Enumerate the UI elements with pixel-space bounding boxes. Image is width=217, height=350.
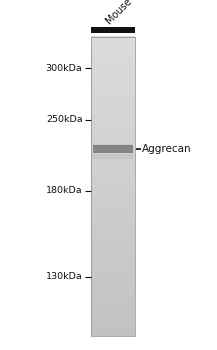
Bar xyxy=(91,137,135,141)
Bar xyxy=(91,313,135,317)
Bar xyxy=(91,118,135,123)
Bar xyxy=(91,89,135,93)
Bar xyxy=(91,148,135,153)
Bar xyxy=(91,100,135,104)
Bar xyxy=(91,324,135,329)
Bar xyxy=(91,279,135,284)
Bar xyxy=(91,111,135,115)
Text: 130kDa: 130kDa xyxy=(46,272,82,281)
Bar xyxy=(91,208,135,212)
Text: 180kDa: 180kDa xyxy=(46,186,82,195)
Bar xyxy=(93,144,133,148)
Bar xyxy=(91,317,135,321)
Bar xyxy=(91,55,135,59)
Text: 300kDa: 300kDa xyxy=(46,64,82,73)
Bar xyxy=(91,167,135,172)
Bar xyxy=(91,219,135,224)
Bar xyxy=(91,268,135,272)
Bar xyxy=(91,36,135,41)
Bar xyxy=(91,74,135,78)
Bar xyxy=(91,197,135,201)
Bar xyxy=(91,305,135,310)
Bar xyxy=(91,298,135,302)
Bar xyxy=(91,302,135,306)
Bar xyxy=(91,227,135,231)
Bar xyxy=(91,62,135,66)
Bar xyxy=(91,331,135,336)
Bar xyxy=(91,186,135,190)
Bar xyxy=(91,201,135,205)
Bar xyxy=(93,154,133,159)
Bar xyxy=(91,264,135,269)
Bar xyxy=(91,27,135,33)
Bar xyxy=(91,309,135,314)
Bar xyxy=(91,163,135,168)
Bar xyxy=(91,114,135,119)
Bar xyxy=(91,70,135,74)
Bar xyxy=(91,272,135,276)
Bar xyxy=(91,216,135,220)
Bar xyxy=(91,212,135,216)
Bar xyxy=(91,320,135,325)
Bar xyxy=(91,107,135,112)
Bar xyxy=(91,189,135,194)
Bar xyxy=(91,47,135,52)
Bar xyxy=(91,133,135,138)
Bar xyxy=(91,287,135,291)
Bar xyxy=(91,328,135,332)
Bar xyxy=(91,182,135,186)
Bar xyxy=(91,178,135,183)
Bar xyxy=(91,85,135,89)
Bar xyxy=(91,141,135,145)
Bar xyxy=(91,193,135,198)
Bar xyxy=(91,275,135,280)
Bar xyxy=(91,242,135,246)
Bar xyxy=(91,231,135,235)
Text: Aggrecan: Aggrecan xyxy=(142,144,192,154)
Bar xyxy=(91,77,135,82)
Bar xyxy=(91,51,135,55)
Bar xyxy=(93,145,133,153)
Bar xyxy=(91,234,135,239)
Bar xyxy=(91,103,135,108)
Bar xyxy=(91,130,135,134)
Bar xyxy=(91,260,135,265)
Bar xyxy=(91,290,135,295)
Text: Mouse brain: Mouse brain xyxy=(105,0,154,26)
Bar xyxy=(91,81,135,85)
Bar xyxy=(91,171,135,175)
Text: 250kDa: 250kDa xyxy=(46,115,82,124)
Bar xyxy=(91,249,135,254)
Bar xyxy=(91,122,135,127)
Bar xyxy=(91,58,135,63)
Bar xyxy=(91,204,135,209)
Bar xyxy=(91,156,135,160)
Bar xyxy=(91,37,135,336)
Bar xyxy=(91,66,135,70)
Bar xyxy=(91,238,135,243)
Bar xyxy=(91,246,135,250)
Bar xyxy=(91,96,135,100)
Bar xyxy=(91,283,135,287)
Bar xyxy=(91,253,135,258)
Bar xyxy=(91,152,135,156)
Bar xyxy=(91,160,135,164)
Bar xyxy=(91,145,135,149)
Bar xyxy=(91,43,135,48)
Bar xyxy=(91,126,135,130)
Bar xyxy=(91,257,135,261)
Bar xyxy=(91,294,135,299)
Bar xyxy=(91,174,135,179)
Bar xyxy=(91,223,135,228)
Bar xyxy=(91,40,135,44)
Bar xyxy=(91,92,135,97)
